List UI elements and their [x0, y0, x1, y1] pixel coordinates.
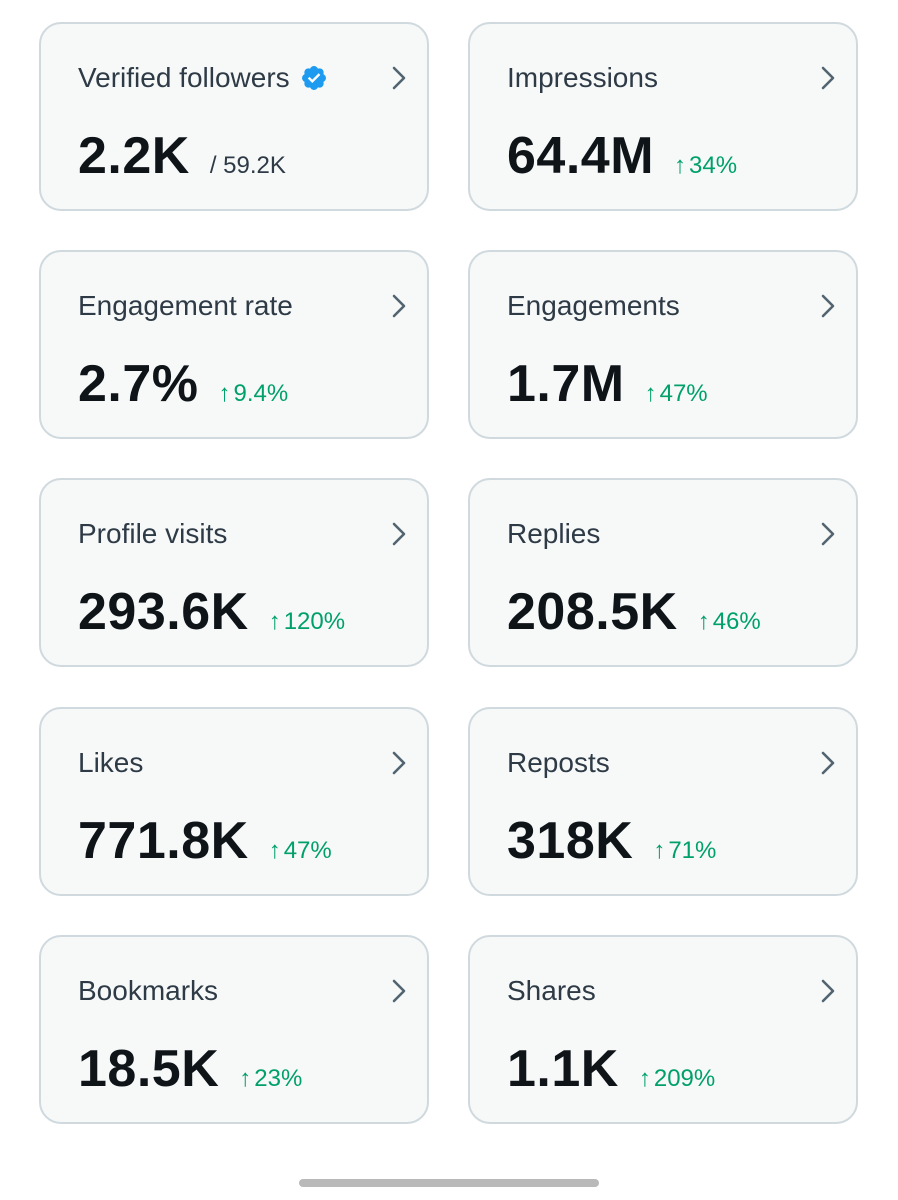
chevron-right-icon	[821, 522, 835, 546]
verified-badge-icon	[301, 66, 326, 90]
card-title-label: Likes	[78, 747, 144, 778]
metric-value: 2.7%	[78, 355, 199, 413]
change-percent: 120%	[283, 608, 346, 635]
arrow-up-icon: ↑	[644, 380, 657, 407]
chevron-right-icon	[392, 522, 406, 546]
chevron-right-icon	[392, 294, 406, 318]
card-title: Verified followers	[78, 61, 328, 95]
change-percent: 47%	[283, 837, 332, 864]
arrow-up-icon: ↑	[697, 608, 710, 635]
metric-value: 2.2K	[78, 127, 190, 185]
metric-value: 64.4M	[507, 127, 655, 185]
arrow-up-icon: ↑	[638, 1065, 651, 1092]
card-title: Replies	[507, 517, 600, 551]
metric-change: ↑ 46%	[698, 608, 761, 636]
change-percent: 9.4%	[233, 380, 289, 407]
card-shares[interactable]: Shares 1.1K ↑ 209%	[468, 935, 858, 1124]
change-percent: 47%	[659, 380, 708, 407]
card-title: Profile visits	[78, 517, 227, 551]
card-engagement-rate[interactable]: Engagement rate 2.7% ↑ 9.4%	[39, 250, 429, 439]
metric-value: 18.5K	[78, 1040, 220, 1098]
metric-change: ↑ 47%	[645, 380, 708, 408]
chevron-right-icon	[392, 751, 406, 775]
card-metric: 318K ↑ 71%	[507, 811, 716, 871]
card-profile-visits[interactable]: Profile visits 293.6K ↑ 120%	[39, 478, 429, 667]
card-metric: 1.1K ↑ 209%	[507, 1039, 715, 1099]
card-title-label: Bookmarks	[78, 975, 219, 1006]
home-indicator[interactable]	[299, 1179, 599, 1187]
card-likes[interactable]: Likes 771.8K ↑ 47%	[39, 707, 429, 896]
arrow-up-icon: ↑	[653, 837, 666, 864]
metric-value: 208.5K	[507, 583, 678, 641]
card-metric: 208.5K ↑ 46%	[507, 582, 761, 642]
card-title: Impressions	[507, 61, 658, 95]
change-percent: 34%	[689, 152, 738, 179]
metric-total: / 59.2K	[209, 152, 286, 179]
metric-change: ↑ 71%	[653, 837, 716, 865]
metric-change: ↑ 23%	[239, 1065, 302, 1093]
metric-change: ↑ 34%	[674, 152, 737, 180]
card-title-label: Engagement rate	[78, 290, 293, 321]
card-title-label: Engagements	[507, 290, 680, 321]
card-verified-followers[interactable]: Verified followers 2.2K / 59.2K	[39, 22, 429, 211]
arrow-up-icon: ↑	[218, 380, 231, 407]
card-metric: 64.4M ↑ 34%	[507, 126, 737, 186]
card-title: Engagement rate	[78, 289, 293, 323]
card-title-label: Reposts	[507, 747, 610, 778]
metric-change: ↑ 209%	[639, 1065, 715, 1093]
card-bookmarks[interactable]: Bookmarks 18.5K ↑ 23%	[39, 935, 429, 1124]
chevron-right-icon	[821, 66, 835, 90]
card-title: Shares	[507, 974, 596, 1008]
card-metric: 2.2K / 59.2K	[78, 126, 286, 186]
metric-change: ↑ 9.4%	[219, 380, 289, 408]
card-engagements[interactable]: Engagements 1.7M ↑ 47%	[468, 250, 858, 439]
card-metric: 771.8K ↑ 47%	[78, 811, 332, 871]
metric-value: 1.1K	[507, 1040, 619, 1098]
card-title: Engagements	[507, 289, 680, 323]
chevron-right-icon	[821, 294, 835, 318]
card-title: Bookmarks	[78, 974, 218, 1008]
card-impressions[interactable]: Impressions 64.4M ↑ 34%	[468, 22, 858, 211]
card-reposts[interactable]: Reposts 318K ↑ 71%	[468, 707, 858, 896]
change-percent: 46%	[712, 608, 761, 635]
chevron-right-icon	[821, 751, 835, 775]
metric-value: 318K	[507, 812, 634, 870]
card-metric: 18.5K ↑ 23%	[78, 1039, 302, 1099]
card-metric: 293.6K ↑ 120%	[78, 582, 345, 642]
arrow-up-icon: ↑	[239, 1065, 252, 1092]
arrow-up-icon: ↑	[268, 837, 281, 864]
card-title-label: Profile visits	[78, 518, 228, 549]
card-title-label: Shares	[507, 975, 596, 1006]
metric-value: 771.8K	[78, 812, 249, 870]
card-title: Likes	[78, 746, 143, 780]
card-title-label: Impressions	[507, 62, 658, 93]
arrow-up-icon: ↑	[674, 152, 687, 179]
metric-change: ↑ 47%	[269, 837, 332, 865]
card-metric: 2.7% ↑ 9.4%	[78, 354, 288, 414]
change-percent: 23%	[254, 1065, 303, 1092]
card-replies[interactable]: Replies 208.5K ↑ 46%	[468, 478, 858, 667]
card-title-label: Replies	[507, 518, 601, 549]
change-percent: 71%	[668, 837, 717, 864]
card-metric: 1.7M ↑ 47%	[507, 354, 708, 414]
metric-value: 293.6K	[78, 583, 249, 641]
metric-value: 1.7M	[507, 355, 625, 413]
card-title: Reposts	[507, 746, 610, 780]
chevron-right-icon	[821, 979, 835, 1003]
card-title-label: Verified followers	[78, 62, 290, 93]
chevron-right-icon	[392, 66, 406, 90]
chevron-right-icon	[392, 979, 406, 1003]
change-percent: 209%	[653, 1065, 716, 1092]
arrow-up-icon: ↑	[268, 608, 281, 635]
metric-change: ↑ 120%	[269, 608, 345, 636]
